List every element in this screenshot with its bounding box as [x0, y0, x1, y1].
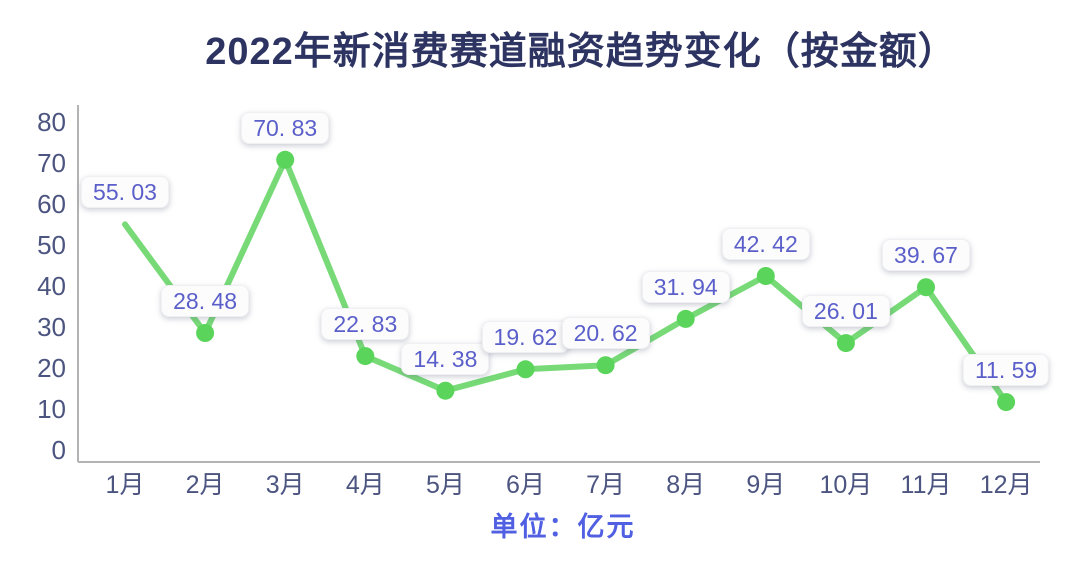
x-tick-6月: 6月	[506, 471, 545, 499]
data-point-2月	[196, 324, 215, 342]
x-tick-3月: 3月	[265, 471, 305, 499]
data-point-9月	[756, 267, 775, 285]
y-tick-80: 80	[37, 107, 66, 138]
x-tick-2月: 2月	[185, 471, 225, 499]
x-tick-11月: 11月	[900, 471, 952, 499]
y-tick-20: 20	[37, 352, 66, 383]
y-tick-70: 70	[37, 148, 66, 179]
data-point-4月	[356, 347, 375, 366]
data-point-8月	[676, 309, 695, 328]
x-tick-5月: 5月	[425, 471, 465, 499]
data-label-7月: 20. 62	[561, 317, 650, 350]
y-tick-60: 60	[37, 189, 66, 220]
chart-title: 2022年新消费赛道融资趋势变化（按金额）	[205, 31, 957, 73]
y-tick-10: 10	[37, 393, 66, 424]
x-tick-7月: 7月	[586, 471, 626, 499]
data-label-4月: 22. 83	[321, 308, 410, 341]
data-label-10月: 26. 01	[801, 295, 890, 328]
x-tick-8月: 8月	[666, 471, 706, 499]
data-label-8月: 31. 94	[641, 270, 730, 303]
y-tick-30: 30	[37, 311, 66, 342]
data-point-5月	[436, 381, 455, 400]
data-point-3月	[276, 150, 295, 169]
data-point-11月	[917, 278, 935, 297]
unit-label: 单位：亿元	[490, 512, 636, 542]
data-point-10月	[836, 334, 855, 353]
data-label-2月: 28. 48	[161, 285, 250, 318]
data-point-12月	[997, 393, 1016, 412]
x-tick-9月: 9月	[746, 471, 786, 499]
data-label-6月: 19. 62	[481, 321, 570, 354]
y-tick-40: 40	[37, 270, 66, 301]
data-label-1月: 55. 03	[81, 176, 169, 209]
trend-line	[122, 156, 1010, 406]
data-point-7月	[596, 356, 615, 375]
data-label-9月: 42. 42	[721, 228, 810, 260]
x-tick-12月: 12月	[979, 471, 1033, 499]
x-tick-1月: 1月	[105, 471, 145, 499]
x-tick-10月: 10月	[819, 471, 873, 499]
data-label-11月: 39. 67	[882, 239, 970, 272]
data-label-3月: 70. 83	[241, 111, 330, 144]
x-tick-4月: 4月	[345, 471, 385, 499]
data-label-5月: 14. 38	[401, 342, 490, 375]
y-tick-50: 50	[37, 230, 66, 260]
data-point-6月	[516, 360, 535, 379]
y-tick-0: 0	[51, 434, 66, 465]
data-label-12月: 11. 59	[962, 354, 1050, 387]
